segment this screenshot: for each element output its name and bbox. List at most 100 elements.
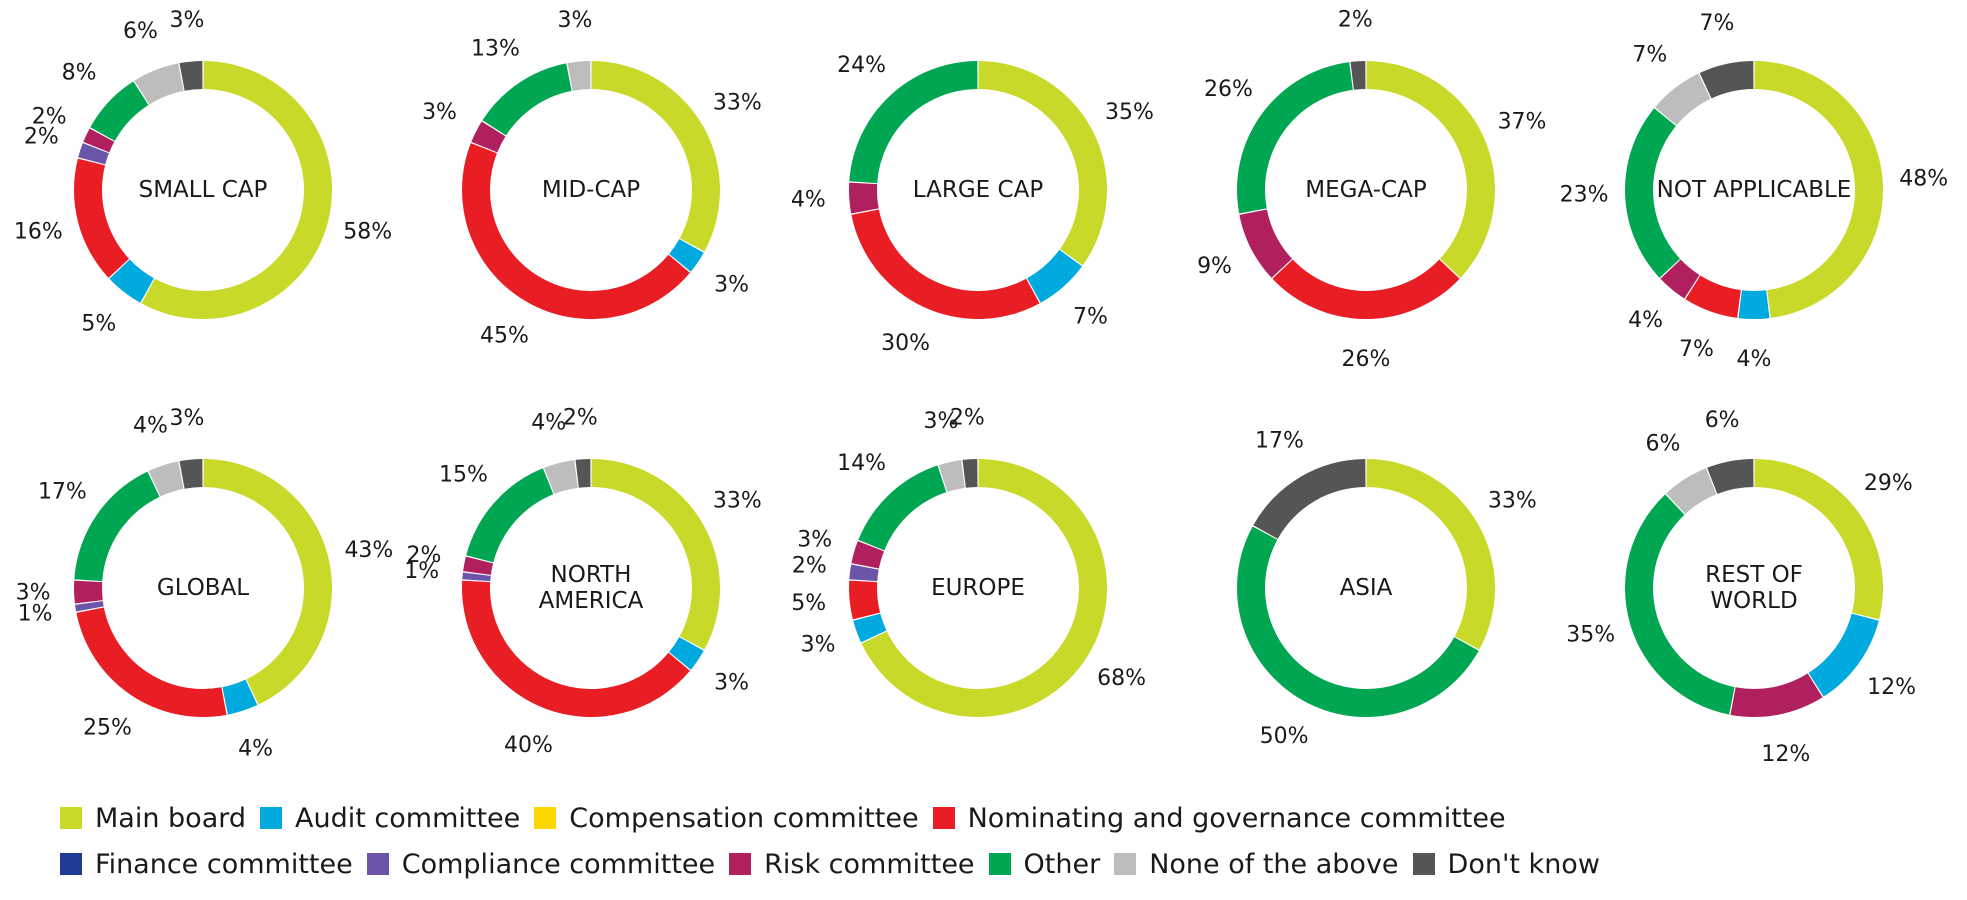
- data-label-other: 26%: [1204, 77, 1253, 102]
- legend-label: Compliance committee: [401, 848, 716, 880]
- data-label-nominating-and-governance-committee: 5%: [791, 591, 826, 616]
- slice-none-of-the-above: [1666, 468, 1717, 515]
- donut-europe: 68%3%5%2%3%14%3%2%EUROPE: [791, 405, 1146, 718]
- data-label-nominating-and-governance-committee: 45%: [480, 323, 529, 348]
- slice-audit-committee: [853, 613, 887, 643]
- chart-title: NOT APPLICABLE: [1657, 177, 1852, 203]
- chart-title: EUROPE: [931, 575, 1025, 601]
- legend-item-nominating-and-governance-committee: Nominating and governance committee: [932, 803, 1506, 834]
- donut-mid-cap: 33% 3% 45% 3% 13% 3% MID-CAP: [422, 8, 762, 349]
- data-label-nominating-and-governance-committee: 25%: [83, 716, 132, 741]
- slice-risk-committee: [74, 580, 103, 604]
- data-label-audit-committee: 7%: [1073, 305, 1108, 330]
- legend-label: Don't know: [1447, 848, 1600, 880]
- legend-label: Risk committee: [764, 848, 975, 880]
- slice-audit-committee: [1808, 613, 1879, 697]
- data-label-other: 17%: [38, 479, 87, 504]
- slice-nominating-and-governance-committee: [74, 158, 130, 278]
- data-label-audit-committee: 5%: [81, 311, 116, 336]
- data-label-nominating-and-governance-committee: 7%: [1679, 337, 1714, 362]
- data-label-other: 50%: [1260, 724, 1309, 749]
- slice-audit-committee: [669, 637, 704, 670]
- slice-main-board: [591, 459, 721, 650]
- slice-don-t-know: [1350, 61, 1366, 90]
- slice-none-of-the-above: [938, 460, 965, 492]
- data-label-audit-committee: 12%: [1867, 675, 1916, 700]
- slice-don-t-know: [1699, 61, 1754, 99]
- legend-item-don-t-know: Don't know: [1412, 848, 1600, 880]
- legend-label: Finance committee: [95, 848, 353, 880]
- legend-swatch: [932, 807, 955, 829]
- slice-main-board: [978, 61, 1107, 266]
- legend-item-compliance-committee: Compliance committee: [366, 848, 716, 880]
- chart-title: MID-CAP: [542, 177, 640, 203]
- slice-audit-committee: [669, 239, 704, 272]
- data-label-other: 14%: [837, 451, 886, 476]
- slice-don-t-know: [575, 459, 591, 488]
- slice-nominating-and-governance-committee: [76, 607, 227, 718]
- legend-label: Main board: [95, 802, 247, 834]
- legend: Main board Audit committee Compensation co…: [60, 795, 1940, 887]
- slice-don-t-know: [962, 459, 978, 488]
- slice-nominating-and-governance-committee: [1685, 275, 1741, 318]
- slice-audit-committee: [1738, 290, 1770, 319]
- data-label-don-t-know: 2%: [1338, 7, 1373, 32]
- data-label-don-t-know: 2%: [563, 405, 598, 430]
- slice-risk-committee: [849, 182, 879, 214]
- legend-item-none-of-the-above: None of the above: [1114, 848, 1399, 880]
- data-label-nominating-and-governance-committee: 30%: [881, 331, 930, 356]
- slice-other: [482, 63, 572, 136]
- data-label-risk-committee: 2%: [32, 105, 67, 130]
- data-label-don-t-know: 3%: [170, 8, 205, 33]
- data-label-main-board: 33%: [1488, 488, 1537, 513]
- slice-nominating-and-governance-committee: [462, 143, 690, 319]
- legend-label: None of the above: [1149, 848, 1399, 880]
- data-label-audit-committee: 4%: [238, 737, 273, 762]
- data-label-don-t-know: 3%: [170, 406, 205, 431]
- slice-other: [1625, 108, 1681, 278]
- data-label-none-of-the-above: 4%: [531, 410, 566, 435]
- slice-don-t-know: [179, 61, 203, 91]
- legend-row: Main board Audit committee Compensation co…: [60, 795, 1940, 841]
- data-label-audit-committee: 3%: [714, 273, 749, 298]
- slice-none-of-the-above: [567, 61, 591, 91]
- slice-other: [858, 465, 947, 551]
- slice-don-t-know: [1253, 459, 1366, 539]
- donut-charts: 58%5%16%2%2%8%6% 3%SMALL CAP33%3%45%3%13%…: [14, 7, 1948, 767]
- donut-global: 43%4%25%1%3%17%4% 3%GLOBAL: [16, 406, 394, 762]
- slice-risk-committee: [1239, 209, 1293, 278]
- chart-title: LARGE CAP: [913, 177, 1044, 203]
- data-label-risk-committee: 9%: [1197, 254, 1232, 279]
- slice-other: [466, 468, 554, 563]
- data-label-main-board: 68%: [1097, 666, 1146, 691]
- slice-risk-committee: [1730, 673, 1823, 717]
- data-label-other: 23%: [1560, 182, 1609, 207]
- data-label-risk-committee: 4%: [1628, 308, 1663, 333]
- slice-nominating-and-governance-committee: [849, 580, 881, 620]
- legend-label: Audit committee: [295, 802, 521, 834]
- slice-main-board: [1366, 459, 1496, 650]
- data-label-none-of-the-above: 3%: [558, 8, 593, 33]
- data-label-other: 8%: [62, 61, 97, 86]
- data-label-main-board: 33%: [713, 90, 762, 115]
- slice-risk-committee: [1660, 259, 1700, 299]
- slice-don-t-know: [179, 459, 203, 489]
- data-label-risk-committee: 12%: [1761, 742, 1810, 767]
- slice-main-board: [141, 61, 332, 319]
- legend-swatch: [1412, 853, 1435, 875]
- donut-asia: 33% 50% 17% ASIA: [1236, 429, 1537, 749]
- data-label-risk-committee: 4%: [791, 188, 826, 213]
- data-label-compliance-committee: 1%: [18, 602, 53, 627]
- data-label-don-t-know: 2%: [950, 405, 985, 430]
- data-label-main-board: 43%: [344, 538, 393, 563]
- legend-swatch: [534, 807, 557, 829]
- slice-main-board: [1366, 61, 1496, 278]
- chart-title: REST OF WORLD: [1705, 562, 1803, 614]
- slice-audit-committee: [222, 679, 258, 715]
- slice-nominating-and-governance-committee: [1272, 259, 1460, 319]
- slice-compliance-committee: [75, 601, 104, 612]
- slice-none-of-the-above: [1655, 73, 1711, 126]
- data-label-main-board: 37%: [1498, 109, 1547, 134]
- data-label-other: 13%: [471, 36, 520, 61]
